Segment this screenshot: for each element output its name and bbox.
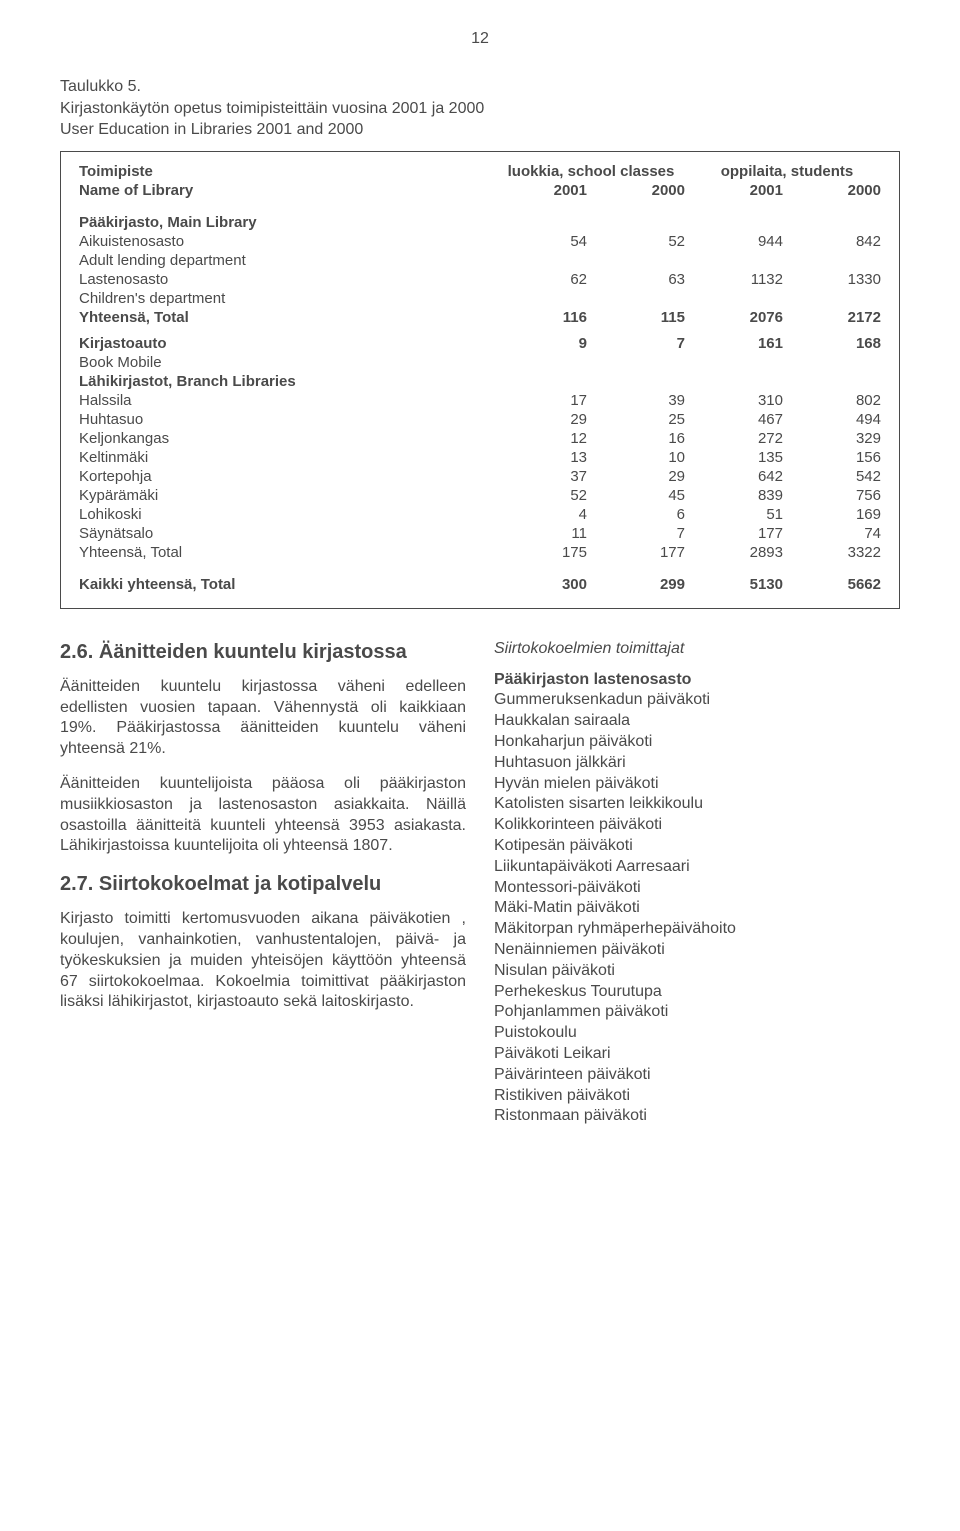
table-row: Lohikoski4651169 [75,505,885,524]
table-row: Keltinmäki1310135156 [75,448,885,467]
table-row: Lähikirjastot, Branch Libraries [75,372,885,391]
right-subhead: Siirtokokoelmien toimittajat [494,639,900,660]
list-item: Päivärinteen päiväkoti [494,1065,900,1086]
caption-line1: Taulukko 5. [60,78,141,95]
list-item: Katolisten sisarten leikkikoulu [494,794,900,815]
left-column: 2.6. Äänitteiden kuuntelu kirjastossa Ää… [60,639,466,1127]
list-item: Hyvän mielen päiväkoti [494,774,900,795]
table-row: Keljonkangas1216272329 [75,429,885,448]
list-item: Pohjanlammen päiväkoti [494,1002,900,1023]
list-item: Päiväkoti Leikari [494,1044,900,1065]
right-column: Siirtokokoelmien toimittajat Pääkirjasto… [494,639,900,1127]
list-item: Nenäinniemen päiväkoti [494,940,900,961]
table-row: Yhteensä, Total11611520762172 [75,308,885,327]
para-2-7-a: Kirjasto toimitti kertomusvuoden aikana … [60,909,466,1013]
list-item: Ristonmaan päiväkoti [494,1106,900,1127]
caption-line3: User Education in Libraries 2001 and 200… [60,121,363,138]
list-item: Liikuntapäiväkoti Aarresaari [494,857,900,878]
table-row: Toimipisteluokkia, school classesoppilai… [75,162,885,181]
list-item: Huhtasuon jälkkäri [494,753,900,774]
list-item: Puistokoulu [494,1023,900,1044]
list-item: Montessori-päiväkoti [494,878,900,899]
data-table: Toimipisteluokkia, school classesoppilai… [75,162,885,594]
list-item: Honkaharjun päiväkoti [494,732,900,753]
table-row: Kortepohja3729642542 [75,467,885,486]
table-row: Kypärämäki5245839756 [75,486,885,505]
table-row: Name of Library2001200020012000 [75,181,885,200]
list-item: Gummeruksenkadun päiväkoti [494,690,900,711]
table-row: Huhtasuo2925467494 [75,410,885,429]
list-item: Perhekeskus Tourutupa [494,982,900,1003]
table-row: Kirjastoauto97161168 [75,334,885,353]
table-row: Kaikki yhteensä, Total30029951305662 [75,562,885,594]
table-row: Adult lending department [75,251,885,270]
caption-line2: Kirjastonkäytön opetus toimipisteittäin … [60,100,484,117]
list-item: Kotipesän päiväkoti [494,836,900,857]
table-row: Book Mobile [75,353,885,372]
page-number: 12 [60,30,900,48]
page: 12 Taulukko 5. Kirjastonkäytön opetus to… [0,0,960,1167]
table-row: Yhteensä, Total17517728933322 [75,543,885,562]
list-item: Mäki-Matin päiväkoti [494,898,900,919]
table-row: Säynätsalo11717774 [75,524,885,543]
table-row: Pääkirjasto, Main Library [75,200,885,232]
heading-2-6: 2.6. Äänitteiden kuuntelu kirjastossa [60,639,466,665]
para-2-6-a: Äänitteiden kuuntelu kirjastossa väheni … [60,677,466,760]
right-list-head: Pääkirjaston lastenosasto [494,670,900,691]
para-2-6-b: Äänitteiden kuuntelijoista pääosa oli pä… [60,774,466,857]
body-columns: 2.6. Äänitteiden kuuntelu kirjastossa Ää… [60,639,900,1127]
list-item: Mäkitorpan ryhmäperhepäivähoito [494,919,900,940]
table-box: Toimipisteluokkia, school classesoppilai… [60,151,900,609]
table-row: Aikuistenosasto5452944842 [75,232,885,251]
list-item: Kolikkorinteen päiväkoti [494,815,900,836]
list-item: Ristikiven päiväkoti [494,1086,900,1107]
list-item: Nisulan päiväkoti [494,961,900,982]
list-item: Haukkalan sairaala [494,711,900,732]
table-caption: Taulukko 5. Kirjastonkäytön opetus toimi… [60,76,900,141]
right-list: Gummeruksenkadun päiväkotiHaukkalan sair… [494,690,900,1127]
table-row [75,327,885,334]
table-row: Halssila1739310802 [75,391,885,410]
table-row: Lastenosasto626311321330 [75,270,885,289]
heading-2-7: 2.7. Siirtokokoelmat ja kotipalvelu [60,871,466,897]
table-row: Children's department [75,289,885,308]
